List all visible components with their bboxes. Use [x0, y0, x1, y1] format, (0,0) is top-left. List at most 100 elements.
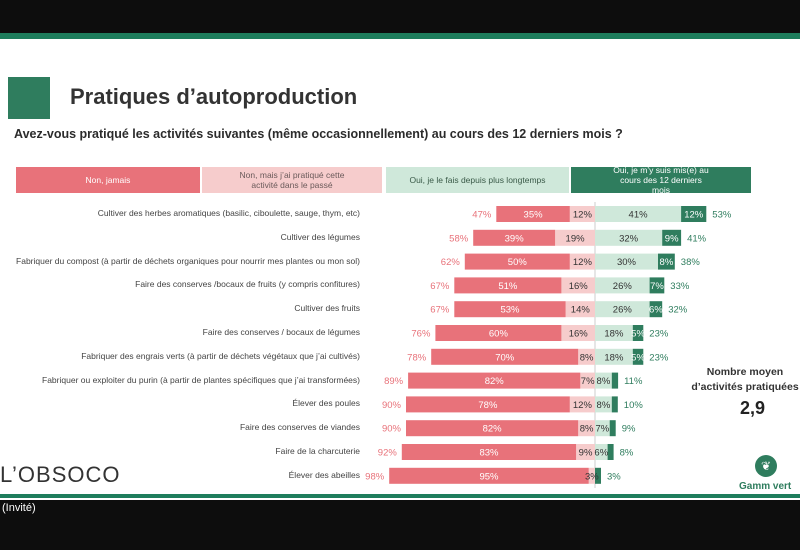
value-past: 16%: [569, 281, 589, 292]
total-no: 47%: [472, 210, 492, 221]
bar-past: [569, 206, 595, 222]
bar-longer: [595, 420, 610, 437]
category-label: Cultiver des fruits: [294, 303, 360, 314]
bar-recent: [632, 325, 644, 341]
slide-top-accent: [0, 33, 800, 39]
value-never: 50%: [508, 257, 528, 268]
bar-never: [406, 420, 579, 437]
total-no: 62%: [441, 257, 461, 268]
bar-recent: [649, 301, 663, 318]
category-label: Fabriquer des engrais verts (à partir de…: [81, 350, 360, 361]
bar-past: [588, 467, 595, 484]
slide-title: Pratiques d’autoproduction: [70, 84, 358, 109]
bar-past: [561, 325, 595, 341]
value-never: 51%: [498, 281, 518, 292]
bar-recent: [681, 206, 707, 222]
bar-past: [578, 420, 595, 437]
total-yes: 8%: [620, 448, 634, 459]
category-label: Fabriquer du compost (à partir de déchet…: [16, 255, 360, 266]
value-never: 82%: [485, 376, 505, 387]
category-label: Élever des abeilles: [288, 469, 360, 480]
bar-past: [578, 348, 595, 365]
total-yes: 33%: [670, 281, 690, 292]
value-past: 9%: [579, 448, 593, 459]
value-longer: 26%: [613, 281, 633, 292]
total-no: 67%: [430, 305, 450, 316]
value-past: 3%: [585, 471, 599, 482]
total-yes: 9%: [622, 424, 636, 435]
legend-recent: Oui, je m’y suis mis(e) au cours des 12 …: [571, 165, 751, 195]
bar-never: [408, 372, 581, 389]
bar-recent: [632, 348, 644, 365]
bar-past: [576, 444, 595, 460]
bar-longer: [595, 253, 658, 270]
value-past: 7%: [581, 376, 595, 387]
bar-never: [406, 396, 570, 413]
bar-never: [473, 229, 556, 246]
bar-never: [435, 325, 562, 341]
obsoco-logo: L’OBSOCO: [0, 462, 121, 487]
total-no: 89%: [384, 376, 404, 387]
bar-recent: [595, 467, 601, 484]
bar-never: [431, 348, 579, 365]
bar-past: [569, 253, 595, 270]
slide-bottom-accent: [0, 494, 800, 498]
category-label: Faire de la charcuterie: [275, 446, 360, 456]
bar-past: [561, 277, 595, 294]
bar-recent: [611, 372, 619, 389]
value-never: 78%: [478, 400, 498, 411]
value-past: 12%: [573, 257, 593, 268]
value-recent: 6%: [649, 305, 663, 316]
value-recent: 9%: [665, 233, 679, 244]
bar-never: [389, 467, 589, 484]
value-recent: 5%: [631, 352, 645, 363]
bar-past: [580, 372, 595, 389]
total-yes: 32%: [668, 305, 688, 316]
total-no: 78%: [407, 352, 427, 363]
bar-longer: [595, 396, 612, 413]
category-label: Faire des conserves /bocaux de fruits (y…: [135, 279, 360, 290]
bar-never: [454, 301, 566, 318]
value-never: 39%: [505, 233, 525, 244]
value-longer: 30%: [617, 257, 637, 268]
value-past: 12%: [573, 210, 593, 221]
bar-longer: [595, 444, 608, 460]
value-longer: 6%: [594, 448, 608, 459]
category-label: Fabriquer ou exploiter du purin (à parti…: [42, 374, 360, 385]
total-no: 58%: [449, 233, 469, 244]
value-longer: 8%: [597, 376, 611, 387]
total-yes: 3%: [607, 471, 621, 482]
value-longer: 32%: [619, 233, 639, 244]
bar-longer: [595, 301, 650, 318]
bar-recent: [662, 229, 682, 246]
value-never: 35%: [524, 210, 544, 221]
category-label: Cultiver des légumes: [280, 231, 360, 242]
guest-label: (Invité): [2, 502, 36, 514]
total-no: 67%: [430, 281, 450, 292]
bar-longer: [595, 277, 650, 294]
value-past: 8%: [580, 352, 594, 363]
survey-question: Avez-vous pratiqué les activités suivant…: [14, 127, 623, 141]
bar-past: [565, 301, 595, 318]
value-never: 53%: [500, 305, 520, 316]
value-never: 70%: [495, 352, 515, 363]
total-yes: 38%: [681, 257, 701, 268]
bar-never: [401, 444, 577, 460]
bar-never: [454, 277, 562, 294]
value-never: 60%: [489, 329, 509, 340]
legend-longer: Oui, je le fais depuis plus longtemps: [386, 167, 569, 193]
value-past: 14%: [571, 305, 591, 316]
value-never: 95%: [479, 471, 499, 482]
total-yes: 23%: [649, 329, 669, 340]
value-past: 19%: [566, 233, 586, 244]
total-no: 90%: [382, 400, 402, 411]
bar-longer: [595, 229, 663, 246]
value-past: 8%: [580, 424, 594, 435]
value-recent: 8%: [660, 257, 674, 268]
value-recent: 7%: [650, 281, 664, 292]
bar-recent: [607, 444, 614, 460]
category-label: Faire des conserves / bocaux de légumes: [202, 327, 360, 337]
gamm-vert-logo: Gamm vert: [739, 481, 792, 492]
gamm-vert-logo-icon: ❦: [755, 455, 777, 477]
bar-never: [464, 253, 570, 270]
